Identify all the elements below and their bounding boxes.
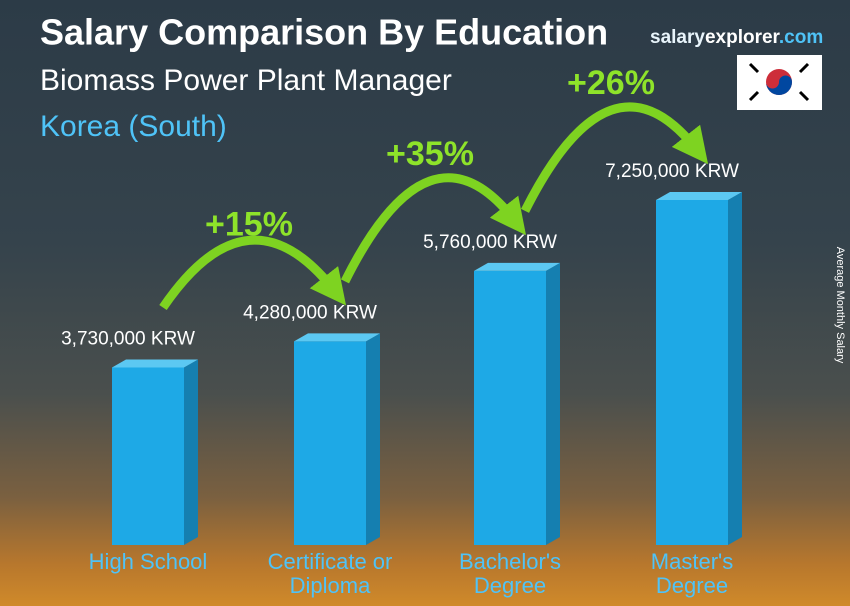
value-label: 5,760,000 KRW [423, 232, 557, 253]
bar [294, 341, 366, 545]
change-arrow [520, 102, 709, 213]
x-tick-label: Bachelor's Degree [458, 549, 562, 598]
brand-part: explorer [705, 27, 781, 48]
value-label: 3,730,000 KRW [61, 329, 195, 350]
change-arrow [159, 235, 347, 311]
subtitle: Biomass Power Plant Manager [40, 64, 452, 97]
value-label: 4,280,000 KRW [243, 302, 377, 323]
change-label: +35% [386, 135, 474, 173]
x-tick-label: Master's Degree [650, 549, 734, 598]
bar-top [474, 262, 560, 271]
bar-top [112, 359, 198, 368]
bar-side [728, 192, 742, 545]
x-tick-label: High School [88, 549, 208, 574]
bar-side [366, 333, 380, 545]
location: Korea (South) [40, 110, 227, 143]
brand-part: salary [650, 27, 705, 48]
brand: salaryexplorer.com [650, 27, 823, 48]
bar-side [184, 359, 198, 545]
bar [112, 367, 184, 545]
bar [656, 200, 728, 545]
change-label: +26% [567, 64, 655, 102]
bar [474, 270, 546, 545]
flag [737, 55, 822, 110]
bar-side [546, 262, 560, 545]
bar-top [656, 192, 742, 200]
chart-title: Salary Comparison By Education [40, 12, 608, 53]
change-label: +15% [205, 205, 293, 243]
change-arrow [340, 173, 527, 284]
y-axis-label: Average Monthly Salary [834, 247, 846, 364]
x-tick-label: Certificate or Diploma [267, 549, 393, 598]
brand-part: .com [779, 27, 823, 48]
value-label: 7,250,000 KRW [605, 161, 739, 182]
bar-top [294, 333, 380, 342]
